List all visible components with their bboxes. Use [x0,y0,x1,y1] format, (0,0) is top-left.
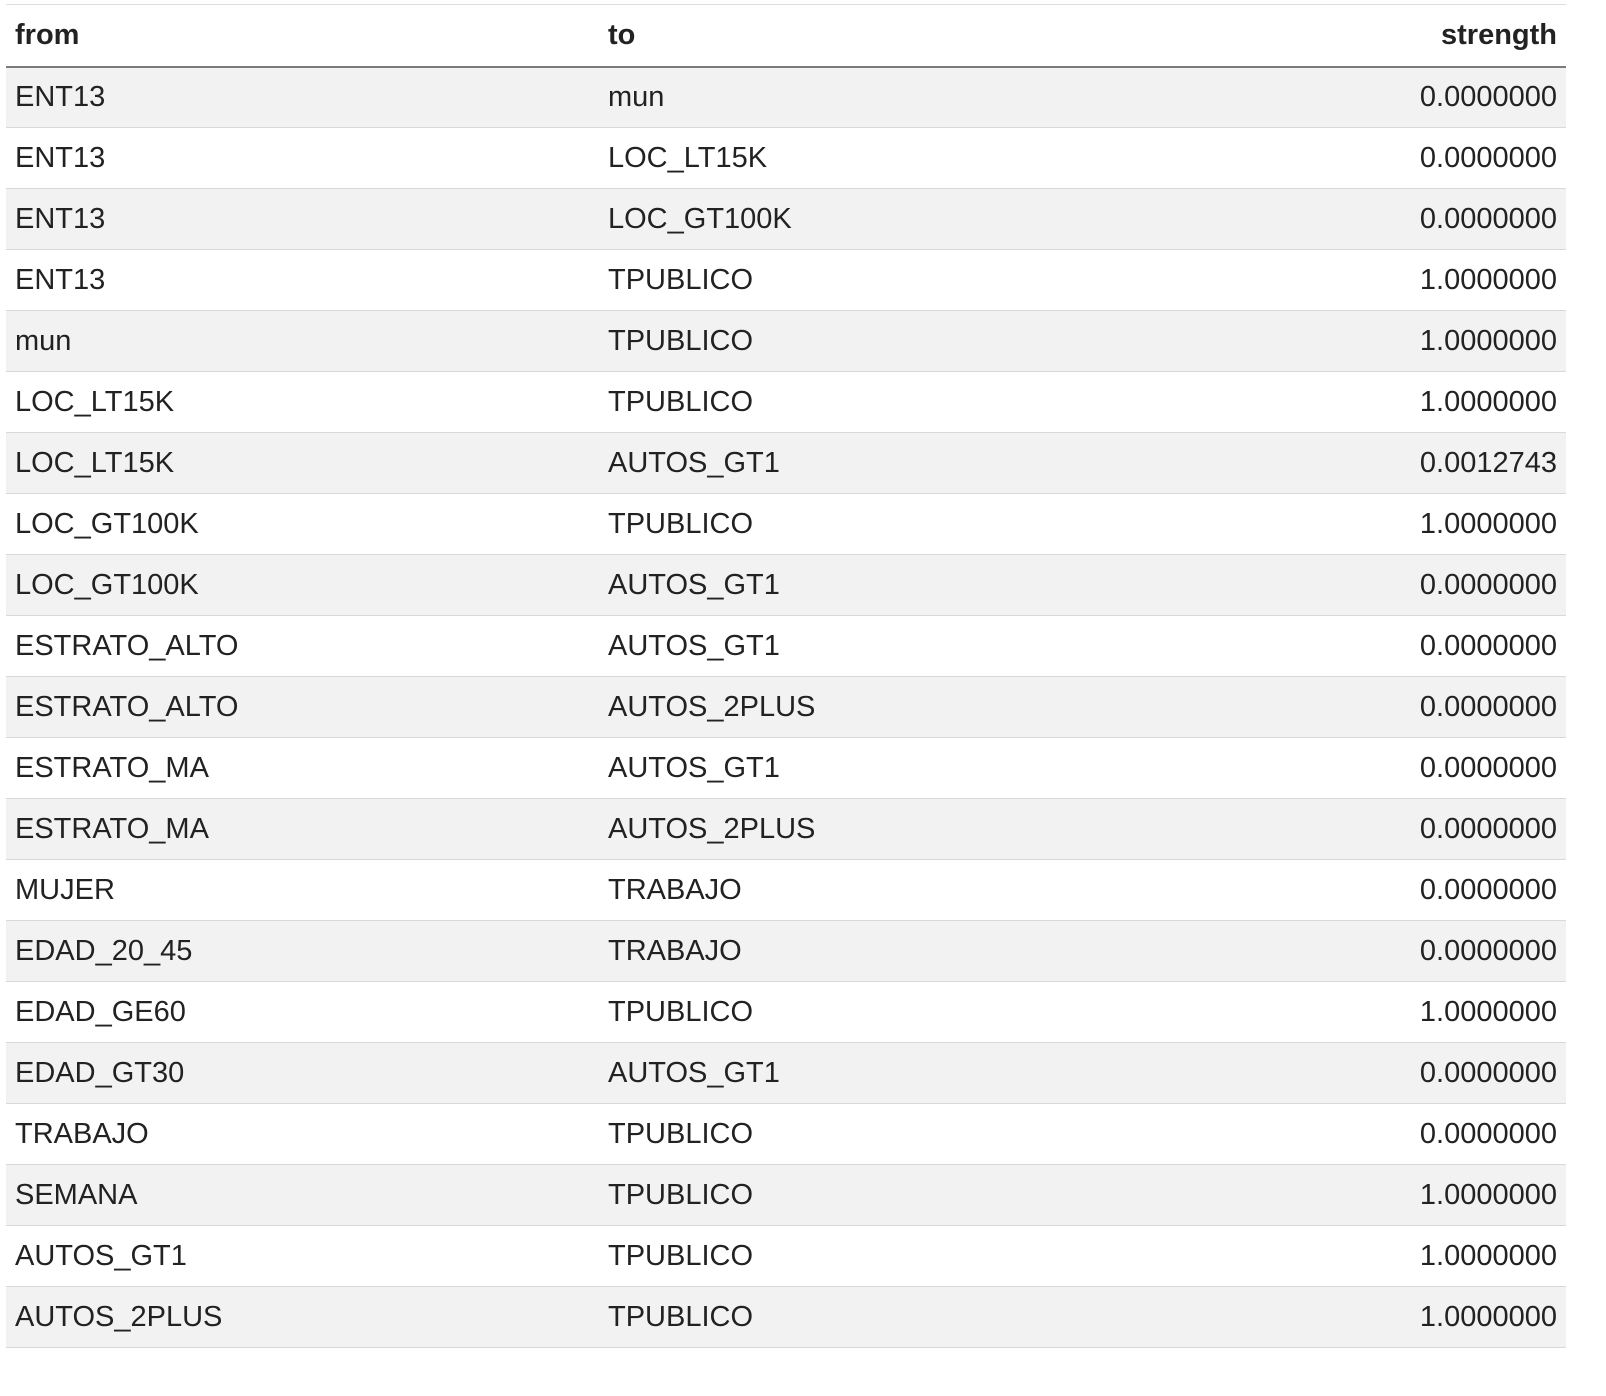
cell-strength: 0.0000000 [1419,629,1557,662]
cell-to: LOC_GT100K [608,202,792,235]
table-row: EDAD_20_45 TRABAJO 0.0000000 [6,920,1566,982]
cell-strength: 1.0000000 [1419,507,1557,540]
cell-from: EDAD_GE60 [15,995,186,1028]
cell-strength: 0.0000000 [1419,80,1557,113]
cell-from: ENT13 [15,141,106,174]
cell-to: TPUBLICO [608,1300,754,1333]
strength-table: from to strength ENT13 mun 0.0000000 ENT13… [6,4,1566,1348]
cell-strength: 0.0000000 [1419,568,1557,601]
cell-from: ENT13 [15,263,106,296]
cell-from: EDAD_GT30 [15,1056,185,1089]
cell-strength: 1.0000000 [1419,385,1557,418]
table-row: EDAD_GT30 AUTOS_GT1 0.0000000 [6,1042,1566,1104]
cell-strength: 1.0000000 [1419,324,1557,357]
cell-from: AUTOS_2PLUS [15,1300,223,1333]
cell-strength: 0.0000000 [1419,1056,1557,1089]
table-row: ESTRATO_MA AUTOS_2PLUS 0.0000000 [6,798,1566,860]
cell-strength: 1.0000000 [1419,1178,1557,1211]
table-row: ENT13 mun 0.0000000 [6,66,1566,128]
cell-to: TRABAJO [608,873,742,906]
cell-to: AUTOS_GT1 [608,446,780,479]
table-row: EDAD_GE60 TPUBLICO 1.0000000 [6,981,1566,1043]
cell-strength: 1.0000000 [1419,1239,1557,1272]
cell-strength: 0.0000000 [1419,873,1557,906]
cell-strength: 1.0000000 [1419,995,1557,1028]
cell-strength: 0.0000000 [1419,690,1557,723]
cell-from: ENT13 [15,80,106,113]
cell-strength: 1.0000000 [1419,1300,1557,1333]
cell-strength: 0.0000000 [1419,1117,1557,1150]
cell-to: TRABAJO [608,934,742,967]
column-header-strength[interactable]: strength [1441,18,1557,51]
cell-to: mun [608,80,665,113]
cell-to: TPUBLICO [608,1117,754,1150]
cell-from: LOC_GT100K [15,568,199,601]
cell-to: TPUBLICO [608,995,754,1028]
table-row: AUTOS_GT1 TPUBLICO 1.0000000 [6,1225,1566,1287]
column-header-from[interactable]: from [15,18,80,51]
cell-strength: 0.0000000 [1419,934,1557,967]
cell-to: AUTOS_2PLUS [608,812,816,845]
cell-to: AUTOS_GT1 [608,629,780,662]
table-row: AUTOS_2PLUS TPUBLICO 1.0000000 [6,1286,1566,1348]
header-row: from to strength [6,4,1566,67]
cell-strength: 0.0000000 [1419,141,1557,174]
table-row: ESTRATO_ALTO AUTOS_GT1 0.0000000 [6,615,1566,677]
table-row: LOC_LT15K TPUBLICO 1.0000000 [6,371,1566,433]
cell-from: LOC_LT15K [15,446,175,479]
cell-from: LOC_LT15K [15,385,175,418]
cell-strength: 1.0000000 [1419,263,1557,296]
cell-strength: 0.0000000 [1419,202,1557,235]
cell-from: AUTOS_GT1 [15,1239,187,1272]
cell-strength: 0.0012743 [1419,446,1557,479]
strength-table-container: from to strength ENT13 mun 0.0000000 ENT13… [6,4,1566,1348]
table-row: ENT13 LOC_GT100K 0.0000000 [6,188,1566,250]
cell-to: TPUBLICO [608,1239,754,1272]
table-row: ENT13 LOC_LT15K 0.0000000 [6,127,1566,189]
cell-to: TPUBLICO [608,1178,754,1211]
cell-to: AUTOS_GT1 [608,1056,780,1089]
table-row: mun TPUBLICO 1.0000000 [6,310,1566,372]
cell-from: MUJER [15,873,115,906]
cell-to: TPUBLICO [608,263,754,296]
table-row: LOC_LT15K AUTOS_GT1 0.0012743 [6,432,1566,494]
cell-to: TPUBLICO [608,324,754,357]
cell-to: AUTOS_2PLUS [608,690,816,723]
cell-from: LOC_GT100K [15,507,199,540]
cell-to: AUTOS_GT1 [608,568,780,601]
cell-from: EDAD_20_45 [15,934,193,967]
table-row: MUJER TRABAJO 0.0000000 [6,859,1566,921]
cell-to: AUTOS_GT1 [608,751,780,784]
table-body: ENT13 mun 0.0000000 ENT13 LOC_LT15K 0.000000… [6,66,1566,1348]
cell-from: ENT13 [15,202,106,235]
table-row: LOC_GT100K AUTOS_GT1 0.0000000 [6,554,1566,616]
cell-to: LOC_LT15K [608,141,768,174]
table-row: LOC_GT100K TPUBLICO 1.0000000 [6,493,1566,555]
table-row: ESTRATO_MA AUTOS_GT1 0.0000000 [6,737,1566,799]
cell-from: ESTRATO_ALTO [15,629,239,662]
table-row: ESTRATO_ALTO AUTOS_2PLUS 0.0000000 [6,676,1566,738]
column-header-to[interactable]: to [608,18,636,51]
table-row: SEMANA TPUBLICO 1.0000000 [6,1164,1566,1226]
cell-to: TPUBLICO [608,385,754,418]
cell-strength: 0.0000000 [1419,751,1557,784]
table-header: from to strength [6,4,1566,67]
cell-from: ESTRATO_MA [15,751,209,784]
cell-from: TRABAJO [15,1117,149,1150]
cell-from: ESTRATO_MA [15,812,209,845]
cell-to: TPUBLICO [608,507,754,540]
table-row: ENT13 TPUBLICO 1.0000000 [6,249,1566,311]
cell-from: SEMANA [15,1178,138,1211]
cell-from: mun [15,324,72,357]
table-row: TRABAJO TPUBLICO 0.0000000 [6,1103,1566,1165]
cell-strength: 0.0000000 [1419,812,1557,845]
cell-from: ESTRATO_ALTO [15,690,239,723]
